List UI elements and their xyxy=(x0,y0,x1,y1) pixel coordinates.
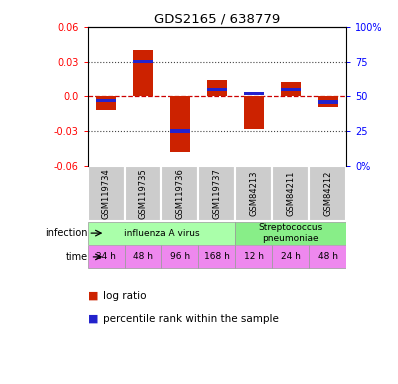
Bar xyxy=(272,245,309,268)
Text: log ratio: log ratio xyxy=(103,291,147,301)
Bar xyxy=(207,88,227,91)
Bar xyxy=(199,245,235,268)
Bar xyxy=(235,245,272,268)
Text: infection: infection xyxy=(45,228,88,238)
Bar xyxy=(281,83,301,96)
Bar xyxy=(199,166,235,221)
Bar xyxy=(170,129,190,133)
Text: 12 h: 12 h xyxy=(244,252,264,262)
Bar xyxy=(162,166,199,221)
Text: GSM119737: GSM119737 xyxy=(213,168,221,219)
Bar xyxy=(125,166,162,221)
Text: ■: ■ xyxy=(88,291,98,301)
Text: 48 h: 48 h xyxy=(318,252,338,262)
Bar xyxy=(96,96,116,110)
Bar xyxy=(235,166,272,221)
Bar xyxy=(244,92,264,95)
Bar xyxy=(133,60,153,63)
Bar xyxy=(133,50,153,96)
Bar xyxy=(309,166,346,221)
Bar xyxy=(272,166,309,221)
Title: GDS2165 / 638779: GDS2165 / 638779 xyxy=(154,13,280,26)
Bar xyxy=(88,166,125,221)
Text: GSM119736: GSM119736 xyxy=(176,168,184,219)
Text: 24 h: 24 h xyxy=(96,252,116,262)
Bar xyxy=(125,245,162,268)
Bar xyxy=(309,245,346,268)
Text: GSM119734: GSM119734 xyxy=(101,168,111,219)
Text: 96 h: 96 h xyxy=(170,252,190,262)
Text: time: time xyxy=(65,252,88,262)
Bar xyxy=(281,88,301,91)
Text: Streptococcus
pneumoniae: Streptococcus pneumoniae xyxy=(259,223,323,243)
Bar xyxy=(170,96,190,152)
Text: GSM84212: GSM84212 xyxy=(323,171,332,216)
Text: influenza A virus: influenza A virus xyxy=(124,228,199,238)
Bar xyxy=(207,80,227,96)
Bar xyxy=(88,222,235,245)
Bar xyxy=(162,245,199,268)
Text: GSM84211: GSM84211 xyxy=(286,171,295,216)
Bar xyxy=(244,96,264,129)
Text: 168 h: 168 h xyxy=(204,252,230,262)
Bar xyxy=(318,96,338,107)
Bar xyxy=(318,100,338,104)
Bar xyxy=(96,99,116,102)
Bar xyxy=(88,245,125,268)
Bar xyxy=(235,222,346,245)
Text: 48 h: 48 h xyxy=(133,252,153,262)
Text: percentile rank within the sample: percentile rank within the sample xyxy=(103,314,279,324)
Text: ■: ■ xyxy=(88,314,98,324)
Text: 24 h: 24 h xyxy=(281,252,301,262)
Text: GSM84213: GSM84213 xyxy=(250,171,258,216)
Text: GSM119735: GSM119735 xyxy=(139,168,148,219)
